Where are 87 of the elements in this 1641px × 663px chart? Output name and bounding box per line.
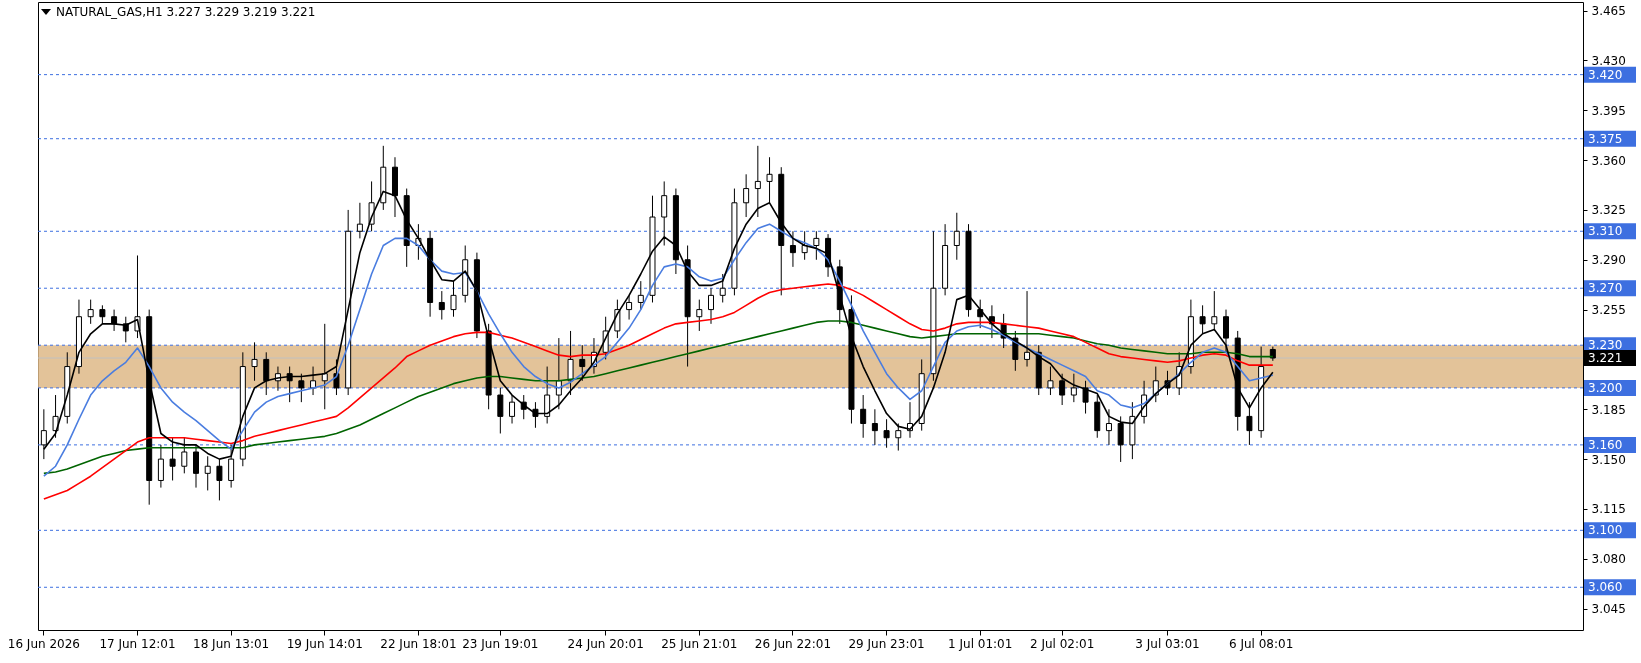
candlestick bbox=[544, 366, 551, 425]
x-tick-label: 29 Jun 23:01 bbox=[848, 636, 925, 651]
x-tick-label: 3 Jul 03:01 bbox=[1135, 636, 1200, 651]
candlestick bbox=[801, 230, 808, 261]
ref-line-label: 3.375 bbox=[1588, 131, 1623, 146]
candlestick bbox=[1082, 380, 1089, 415]
candlestick bbox=[450, 280, 457, 318]
ref-line-label: 3.160 bbox=[1588, 437, 1623, 452]
candlestick bbox=[626, 294, 633, 321]
ref-line-label: 3.221 bbox=[1588, 351, 1623, 366]
x-tick-label: 17 Jun 12:01 bbox=[99, 636, 176, 651]
candlestick bbox=[298, 373, 305, 403]
candlestick bbox=[1070, 373, 1077, 403]
candlestick bbox=[895, 423, 902, 452]
candlestick bbox=[743, 173, 750, 218]
y-tick-label: 3.045 bbox=[1591, 602, 1626, 617]
candlestick bbox=[1246, 401, 1253, 446]
x-tick-label: 23 Jun 19:01 bbox=[462, 636, 539, 651]
candlestick bbox=[286, 366, 293, 403]
line-series bbox=[43, 223, 1274, 477]
x-tick-label: 24 Jun 20:01 bbox=[567, 636, 644, 651]
candlestick bbox=[860, 394, 867, 439]
y-tick-label: 3.150 bbox=[1591, 452, 1626, 467]
candlestick bbox=[87, 299, 94, 325]
candlestick bbox=[1223, 309, 1230, 353]
chart-title: NATURAL_GAS,H1 3.227 3.229 3.219 3.221 bbox=[56, 5, 316, 19]
x-tick-label: 22 Jun 18:01 bbox=[380, 636, 457, 651]
candlestick bbox=[789, 230, 796, 268]
y-tick-label: 3.395 bbox=[1591, 103, 1626, 118]
y-tick-label: 3.465 bbox=[1591, 4, 1626, 19]
y-tick-label: 3.430 bbox=[1591, 53, 1626, 68]
candlestick bbox=[204, 455, 211, 491]
ref-line-label: 3.230 bbox=[1588, 338, 1623, 353]
candlestick bbox=[579, 344, 586, 382]
candlestick bbox=[953, 212, 960, 261]
y-tick-label: 3.325 bbox=[1591, 203, 1626, 218]
ref-line-label: 3.100 bbox=[1588, 523, 1623, 538]
candlestick bbox=[52, 394, 59, 439]
candlestick bbox=[497, 387, 504, 434]
x-tick-label: 1 Jul 01:01 bbox=[948, 636, 1013, 651]
candlestick bbox=[99, 304, 106, 325]
y-tick-label: 3.080 bbox=[1591, 552, 1626, 567]
y-tick-label: 3.185 bbox=[1591, 402, 1626, 417]
candlestick bbox=[1105, 408, 1112, 446]
candlestick bbox=[251, 341, 258, 382]
ref-line-label: 3.270 bbox=[1588, 281, 1623, 296]
candlestick bbox=[333, 358, 340, 396]
y-tick-label: 3.360 bbox=[1591, 153, 1626, 168]
candlestick bbox=[719, 273, 726, 303]
ref-line-label: 3.420 bbox=[1588, 67, 1623, 82]
candlestick bbox=[356, 202, 363, 239]
y-tick-label: 3.290 bbox=[1591, 253, 1626, 268]
candlestick bbox=[1199, 304, 1206, 335]
candlestick bbox=[1024, 290, 1031, 368]
candlestick bbox=[1211, 290, 1218, 332]
x-tick-label: 25 Jun 21:01 bbox=[661, 636, 738, 651]
candlestick bbox=[871, 408, 878, 446]
x-tick-label: 6 Jul 08:01 bbox=[1228, 636, 1294, 651]
candlestick bbox=[883, 418, 890, 449]
candlestick bbox=[1047, 366, 1054, 396]
candlestick bbox=[157, 444, 164, 489]
candlestick bbox=[696, 299, 703, 332]
candlestick bbox=[708, 287, 715, 325]
candlestick bbox=[637, 280, 644, 311]
candlestick bbox=[1152, 366, 1159, 403]
candlestick bbox=[310, 366, 317, 396]
candlestick bbox=[263, 351, 270, 396]
candlestick bbox=[509, 394, 516, 425]
x-tick-label: 26 Jun 22:01 bbox=[754, 636, 832, 651]
ref-line-label: 3.200 bbox=[1588, 380, 1623, 395]
candlestick bbox=[122, 316, 129, 343]
candlestick bbox=[1059, 373, 1066, 406]
x-tick-label: 18 Jun 13:01 bbox=[193, 636, 270, 651]
x-tick-label: 2 Jul 02:01 bbox=[1029, 636, 1095, 651]
candlestick bbox=[1164, 370, 1171, 396]
candlestick bbox=[813, 230, 820, 261]
y-tick-label: 3.115 bbox=[1591, 502, 1626, 517]
candlestick bbox=[567, 330, 574, 396]
line-series bbox=[43, 283, 1274, 500]
candlestick bbox=[532, 401, 539, 429]
y-tick-label: 3.255 bbox=[1591, 303, 1626, 318]
ref-line-label: 3.060 bbox=[1588, 580, 1623, 595]
ref-line-label: 3.310 bbox=[1588, 224, 1623, 239]
candlestick bbox=[438, 290, 445, 321]
x-tick-label: 16 Jun 2026 bbox=[7, 636, 80, 651]
line-series bbox=[43, 320, 1274, 475]
x-tick-label: 19 Jun 14:01 bbox=[286, 636, 363, 651]
